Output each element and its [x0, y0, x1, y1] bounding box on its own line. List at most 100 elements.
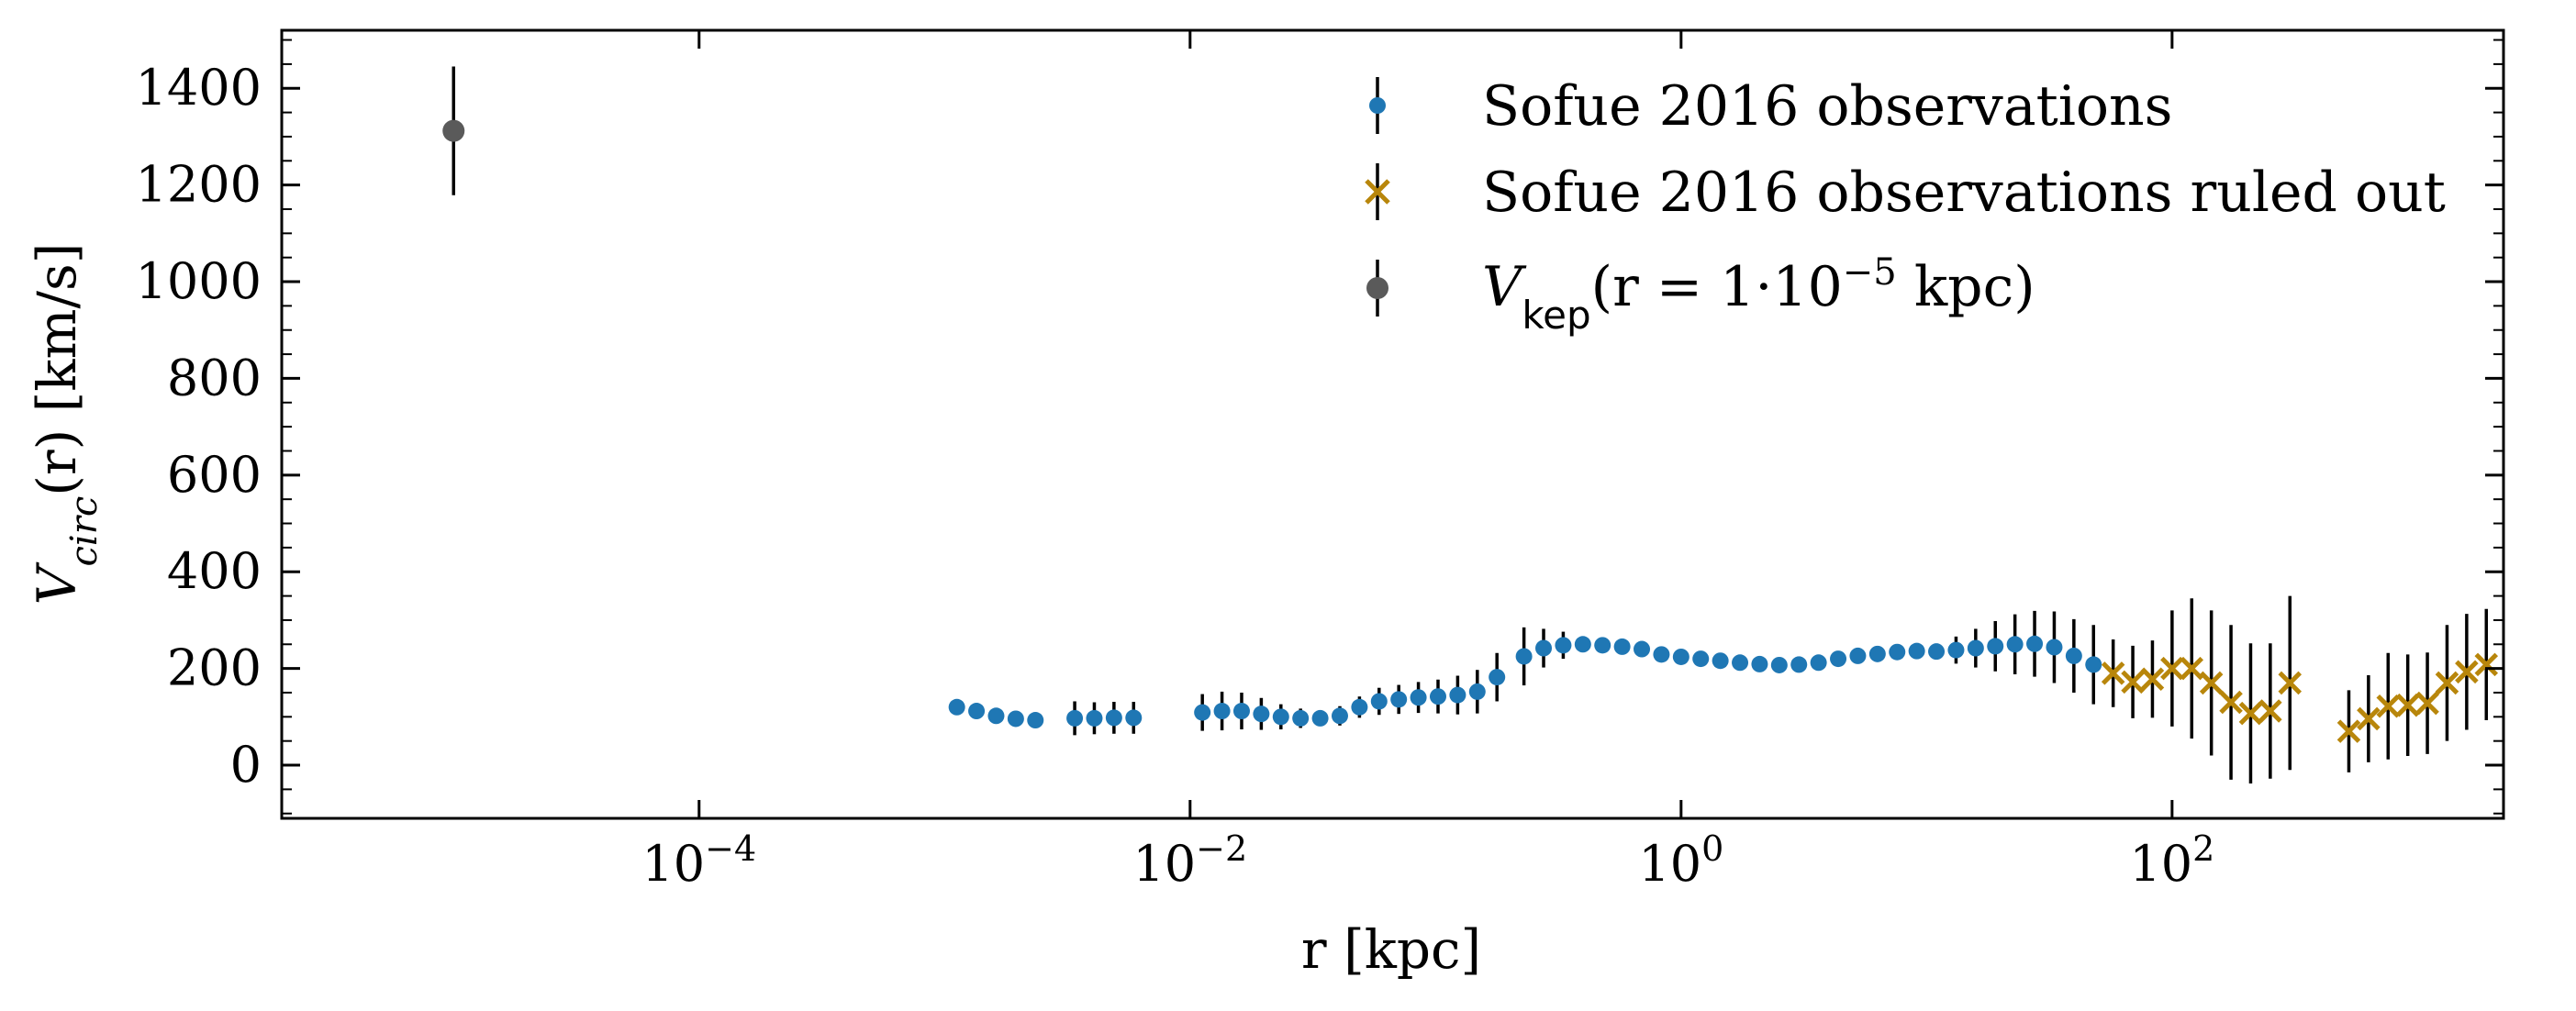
data-point-observed [2085, 656, 2102, 673]
legend-label-ruled-out: Sofue 2016 observations ruled out [1482, 161, 2446, 225]
data-point-observed [987, 707, 1005, 725]
data-point-kepler [442, 119, 465, 142]
y-tick-label: 600 [167, 446, 262, 504]
x-tick-label: 10−2 [1132, 828, 1247, 893]
data-point-observed [1634, 640, 1651, 658]
data-point-observed [1253, 705, 1270, 723]
data-point-observed [1849, 647, 1867, 664]
data-point-observed [1889, 643, 1906, 661]
y-tick-label: 200 [167, 639, 262, 697]
legend-label-observed: Sofue 2016 observations [1482, 74, 2172, 139]
data-point-ruled-out [2121, 670, 2145, 694]
data-point-ruled-out [2336, 719, 2361, 743]
data-point-observed [1292, 709, 1310, 727]
x-axis-label: r [kpc] [1301, 918, 1481, 981]
data-point-observed [1810, 654, 1827, 672]
data-point-observed [2026, 635, 2044, 652]
points-layer [442, 119, 2499, 743]
data-point-observed [1594, 637, 1611, 654]
data-point-observed [1692, 650, 1710, 668]
data-point-observed [1574, 636, 1591, 653]
data-point-observed [968, 703, 986, 720]
ticks-layer: 0 200 400 600 800 1000 1200 1400 10−4 10−2 100 102 [136, 30, 2504, 893]
y-tick-label: 1000 [136, 252, 262, 310]
data-point-ruled-out [2258, 699, 2282, 723]
data-point-ruled-out [2395, 693, 2420, 717]
data-point-ruled-out [2455, 660, 2479, 684]
legend-entry-kepler: Vkep(r = 1·10−5 kpc) [1366, 251, 2035, 338]
data-point-observed [1928, 643, 1946, 661]
data-point-observed [1351, 698, 1368, 716]
y-tick-label: 800 [167, 349, 262, 406]
data-point-observed [1555, 637, 1572, 654]
data-point-observed [1868, 645, 1886, 662]
data-point-observed [1613, 638, 1631, 655]
data-point-observed [1712, 652, 1729, 670]
data-point-observed [1390, 691, 1408, 708]
legend-entry-observed: Sofue 2016 observations [1369, 74, 2172, 139]
data-point-ruled-out [2238, 701, 2263, 726]
data-point-observed [1027, 712, 1044, 729]
data-point-observed [1489, 669, 1506, 686]
data-point-observed [1751, 655, 1768, 672]
data-point-ruled-out [2219, 690, 2243, 715]
data-point-observed [1449, 686, 1466, 704]
data-point-observed [1331, 707, 1348, 725]
x-tick-label: 102 [2129, 828, 2214, 893]
data-point-observed [2006, 636, 2024, 653]
data-point-observed [1790, 656, 1808, 673]
plot-frame [280, 28, 2505, 820]
legend-label-kepler: Vkep(r = 1·10−5 kpc) [1482, 251, 2035, 338]
legend-marker-kepler [1366, 277, 1388, 299]
data-point-observed [1232, 703, 1250, 720]
y-axis-label: Vcirc(r) [km/s] [26, 243, 106, 605]
data-point-observed [1535, 639, 1553, 657]
data-point-observed [1311, 709, 1329, 727]
data-point-observed [1653, 646, 1670, 663]
data-point-observed [1007, 710, 1024, 728]
data-point-ruled-out [2474, 652, 2499, 677]
legend: Sofue 2016 observations Sofue 2016 obser… [1365, 74, 2446, 338]
data-point-ruled-out [2376, 694, 2401, 718]
data-point-ruled-out [2180, 656, 2204, 681]
x-tick-label: 100 [1638, 828, 1723, 893]
data-point-observed [1194, 704, 1211, 721]
data-point-observed [1468, 683, 1486, 700]
data-point-observed [1213, 703, 1231, 720]
data-point-observed [1908, 642, 1925, 660]
data-point-observed [1987, 638, 2004, 655]
legend-marker-observed [1369, 97, 1386, 114]
y-tick-label: 0 [230, 736, 262, 794]
data-point-observed [1830, 650, 1847, 668]
data-point-observed [1410, 689, 1427, 706]
data-point-observed [1272, 708, 1289, 726]
data-point-ruled-out [2357, 706, 2381, 731]
x-tick-label: 10−4 [641, 828, 756, 893]
data-point-observed [1967, 639, 1984, 657]
data-point-ruled-out [2278, 671, 2303, 695]
data-point-observed [948, 698, 965, 716]
data-point-observed [1515, 648, 1533, 665]
data-point-ruled-out [2140, 667, 2165, 691]
y-tick-label: 400 [167, 542, 262, 600]
data-point-observed [1105, 709, 1122, 727]
data-point-ruled-out [2101, 661, 2125, 685]
data-point-observed [1947, 641, 1965, 659]
data-point-observed [1125, 709, 1143, 727]
legend-marker-ruled-out [1365, 179, 1390, 205]
data-point-observed [1429, 688, 1446, 705]
data-point-ruled-out [2160, 656, 2184, 681]
data-point-ruled-out [2435, 671, 2459, 695]
data-point-observed [1672, 648, 1689, 665]
data-point-observed [1770, 656, 1788, 673]
data-point-observed [2046, 639, 2063, 656]
data-point-observed [1370, 693, 1388, 710]
data-point-observed [2065, 647, 2082, 664]
y-tick-label: 1200 [136, 156, 262, 214]
y-tick-label: 1400 [136, 59, 262, 117]
data-point-observed [1086, 709, 1103, 727]
data-point-ruled-out [2199, 671, 2224, 695]
data-point-ruled-out [2415, 691, 2439, 716]
data-point-observed [1066, 709, 1084, 727]
